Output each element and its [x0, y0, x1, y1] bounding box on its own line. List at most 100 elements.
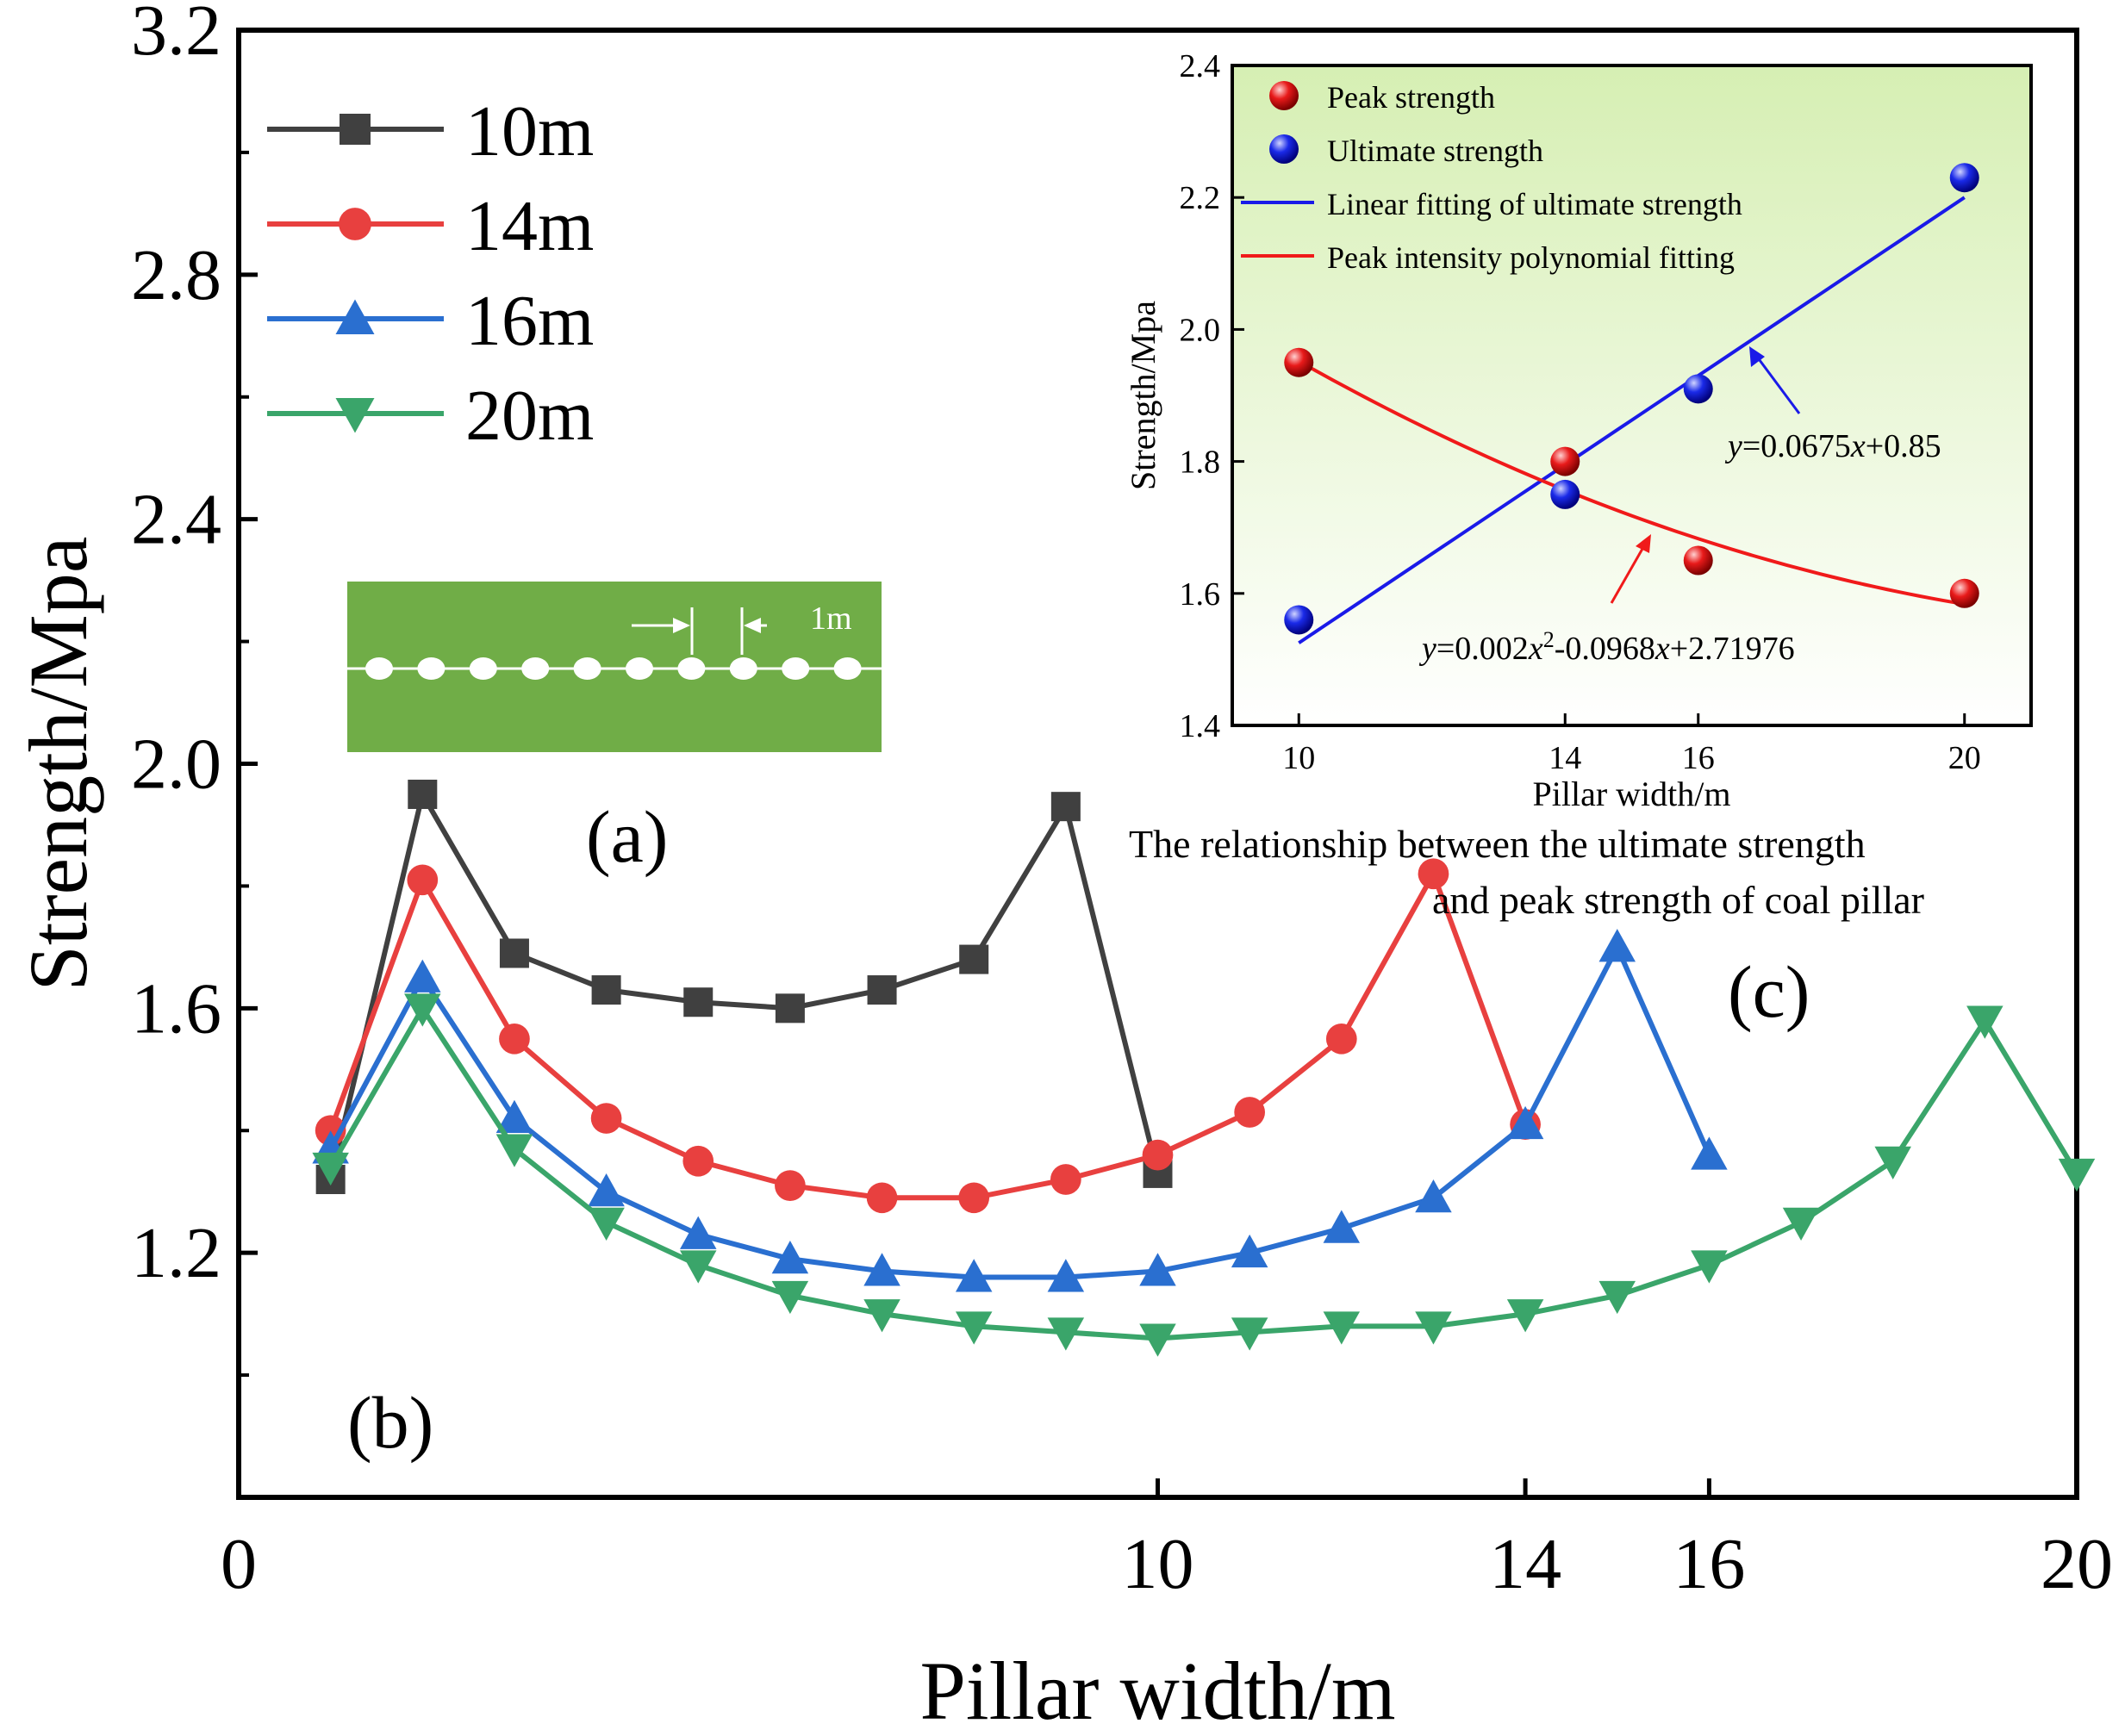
inset-legend-label: Ultimate strength: [1327, 134, 1543, 168]
data-point: [1050, 1164, 1081, 1195]
data-point: [339, 208, 371, 240]
inset-legend-label: Peak intensity polynomial fitting: [1327, 240, 1735, 275]
y-tick-label: 2.4: [131, 480, 221, 560]
diagram-dot: [782, 657, 810, 680]
poly-fit-equation: y=0.002x2-0.0968x+2.71976: [1418, 627, 1795, 668]
data-point: [588, 1207, 625, 1241]
spacing-arrowhead-right: [744, 618, 761, 633]
diagram-dot: [365, 657, 393, 680]
data-point: [495, 1134, 533, 1167]
x-tick-label: 0: [221, 1524, 257, 1604]
spacing-arrowhead-left: [673, 618, 690, 633]
main-plot: 1.2 1.6 2.0 2.4 2.8 3.2 0 10 14 16 20 Pillar width/…: [12, 0, 2113, 1736]
inset-legend: Peak strength Ultimate strength Linear fit…: [1241, 80, 1742, 275]
inset-legend-marker: [1269, 81, 1299, 110]
data-point: [1047, 1259, 1085, 1292]
data-point: [1782, 1207, 1820, 1241]
data-point: [955, 1311, 993, 1345]
data-point: [590, 1103, 622, 1134]
linear-fit-equation: y=0.0675x+0.85: [1724, 428, 1941, 464]
equation-part: +2.71976: [1670, 631, 1795, 667]
data-point: [1598, 1280, 1636, 1315]
data-point: [771, 1241, 809, 1274]
data-point: [1325, 1023, 1357, 1055]
x-axis-title: Pillar width/m: [920, 1645, 1396, 1736]
fit-curve: [1298, 359, 1966, 607]
data-point: [2058, 1158, 2096, 1192]
poly-fit-arrow: [1610, 542, 1648, 604]
data-point: [1231, 1317, 1268, 1351]
series-line: [327, 787, 1161, 1180]
y-tick-label: 1.6: [131, 968, 221, 1048]
inset-y-tick-label: 2.0: [1180, 312, 1221, 348]
data-point: [866, 1182, 898, 1214]
inset-series-Ultimate strength: [1284, 163, 1979, 635]
inset-y-tick-label: 2.4: [1180, 48, 1221, 84]
data-point: [1691, 1250, 1728, 1284]
data-point: [1691, 1136, 1728, 1170]
inset-x-tick-label: 14: [1549, 740, 1581, 776]
equation-part: +0.85: [1866, 428, 1941, 464]
diagram-dot: [626, 657, 653, 680]
y-tick-label: 1.2: [131, 1213, 221, 1293]
inset-data-point: [1284, 347, 1314, 377]
series-line: [328, 941, 1712, 1280]
data-point: [1047, 1317, 1085, 1351]
data-point: [775, 993, 805, 1024]
inset-x-tick-label: 16: [1682, 740, 1715, 776]
data-point: [1323, 1210, 1361, 1243]
inset-y-tick-label: 1.8: [1180, 445, 1221, 481]
poly-fit-arrowhead: [1636, 534, 1651, 553]
inset-y-tick-label: 2.2: [1180, 180, 1221, 216]
data-point: [312, 1152, 349, 1186]
data-point: [680, 1250, 717, 1284]
inset-y-axis-title: Strength/Mpa: [1124, 301, 1162, 490]
equation-part: 2: [1543, 627, 1555, 652]
equation-part: x: [1528, 631, 1543, 667]
inset-series-Peak strength: [1284, 347, 1979, 608]
data-point: [404, 959, 441, 992]
inset-y-tick-label: 1.6: [1180, 576, 1221, 613]
equation-part: x: [1655, 631, 1670, 667]
diagram-dot: [521, 657, 550, 680]
data-point: [408, 779, 438, 809]
inset-plot-frame: [1231, 64, 2033, 727]
equation-part: x: [1850, 428, 1866, 464]
diagram-dot: [469, 657, 497, 680]
y-tick-label: 2.0: [131, 725, 221, 805]
data-point: [1139, 1323, 1176, 1357]
inset-y-tick-label: 1.4: [1180, 708, 1221, 744]
data-point: [867, 975, 897, 1005]
diagram-dot: [729, 657, 757, 680]
equation-part: -0.0968: [1555, 631, 1655, 667]
data-point: [1506, 1299, 1544, 1333]
legend-label: 16m: [465, 281, 594, 361]
data-point: [775, 1170, 806, 1201]
data-point: [682, 1145, 714, 1177]
data-point: [863, 1299, 900, 1333]
data-point: [588, 1173, 625, 1207]
data-point: [407, 864, 439, 896]
panel-a-label: (a): [586, 795, 668, 878]
inset-data-point: [1949, 163, 1979, 193]
inset-plot: 1.4 1.6 1.8 2.0 2.2 2.4 10 14 16 20 Pillar width/m…: [1124, 48, 2033, 813]
series-line: [328, 1003, 2079, 1341]
data-point: [495, 1099, 533, 1134]
spacing-label: 1m: [810, 600, 852, 637]
data-point: [1415, 1179, 1452, 1213]
data-point: [1139, 1253, 1176, 1286]
caption-line-2: and peak strength of coal pillar: [1432, 878, 1924, 922]
inset-data-point: [1550, 479, 1580, 509]
diagram-dot: [417, 657, 446, 680]
inset-data-point: [1284, 605, 1314, 635]
data-point: [499, 938, 529, 968]
main-legend: 10m 14m 16m 20m: [267, 91, 594, 456]
diagram-dot: [833, 657, 862, 680]
equation-part: y: [1724, 428, 1742, 464]
data-point: [1234, 1097, 1265, 1128]
y-tick-label: 3.2: [131, 0, 221, 71]
inset-x-tick-label: 20: [1948, 740, 1981, 776]
legend-label: 14m: [465, 186, 594, 266]
x-tick-label: 16: [1673, 1524, 1745, 1604]
